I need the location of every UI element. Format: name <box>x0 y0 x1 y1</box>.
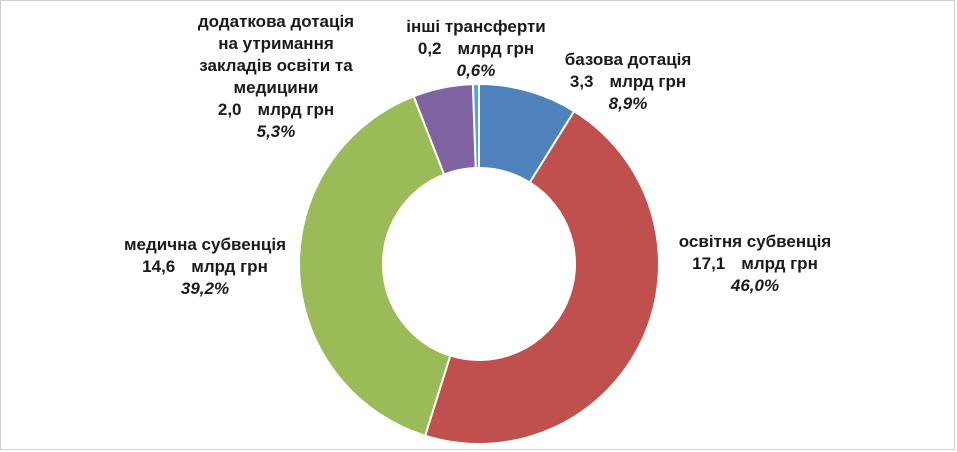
label-dodatkova-percent: 5,3% <box>256 122 296 141</box>
label-inshi-value: 0,2 млрд грн <box>417 39 535 58</box>
donut-slice-3 <box>298 94 452 437</box>
label-dodatkova-value: 2,0 млрд грн <box>217 100 335 119</box>
label-medychna-subventsiia: медична субвенція 14,6 млрд грн 39,2% <box>107 234 303 300</box>
label-dodatkova-dotatsiia: додаткова дотація на утримання закладів … <box>176 11 376 143</box>
label-inshi-percent: 0,6% <box>456 61 496 80</box>
donut-slice-2 <box>423 109 660 445</box>
donut-slice-5 <box>471 82 480 170</box>
label-dodatkova-line4: медицини <box>233 78 319 97</box>
label-bazova-name: базова дотація <box>564 50 692 69</box>
label-bazova-percent: 8,9% <box>608 94 648 113</box>
label-bazova-dotatsiia: базова дотація 3,3 млрд грн 8,9% <box>553 49 703 115</box>
label-inshi-name: інші трансферти <box>406 17 546 36</box>
label-osvitnia-subventsiia: освітня субвенція 17,1 млрд грн 46,0% <box>660 231 850 297</box>
label-osvitnia-value: 17,1 млрд грн <box>692 254 818 273</box>
label-dodatkova-line2: на утримання <box>218 34 334 53</box>
label-inshi-transferty: інші трансферти 0,2 млрд грн 0,6% <box>396 16 556 82</box>
label-bazova-value: 3,3 млрд грн <box>569 72 687 91</box>
label-osvitnia-name: освітня субвенція <box>678 232 832 251</box>
label-medychna-percent: 39,2% <box>180 279 230 298</box>
label-dodatkova-line1: додаткова дотація <box>197 12 355 31</box>
label-osvitnia-percent: 46,0% <box>730 276 780 295</box>
label-medychna-value: 14,6 млрд грн <box>142 257 268 276</box>
label-medychna-name: медична субвенція <box>123 235 287 254</box>
label-dodatkova-line3: закладів освіти та <box>199 56 353 75</box>
